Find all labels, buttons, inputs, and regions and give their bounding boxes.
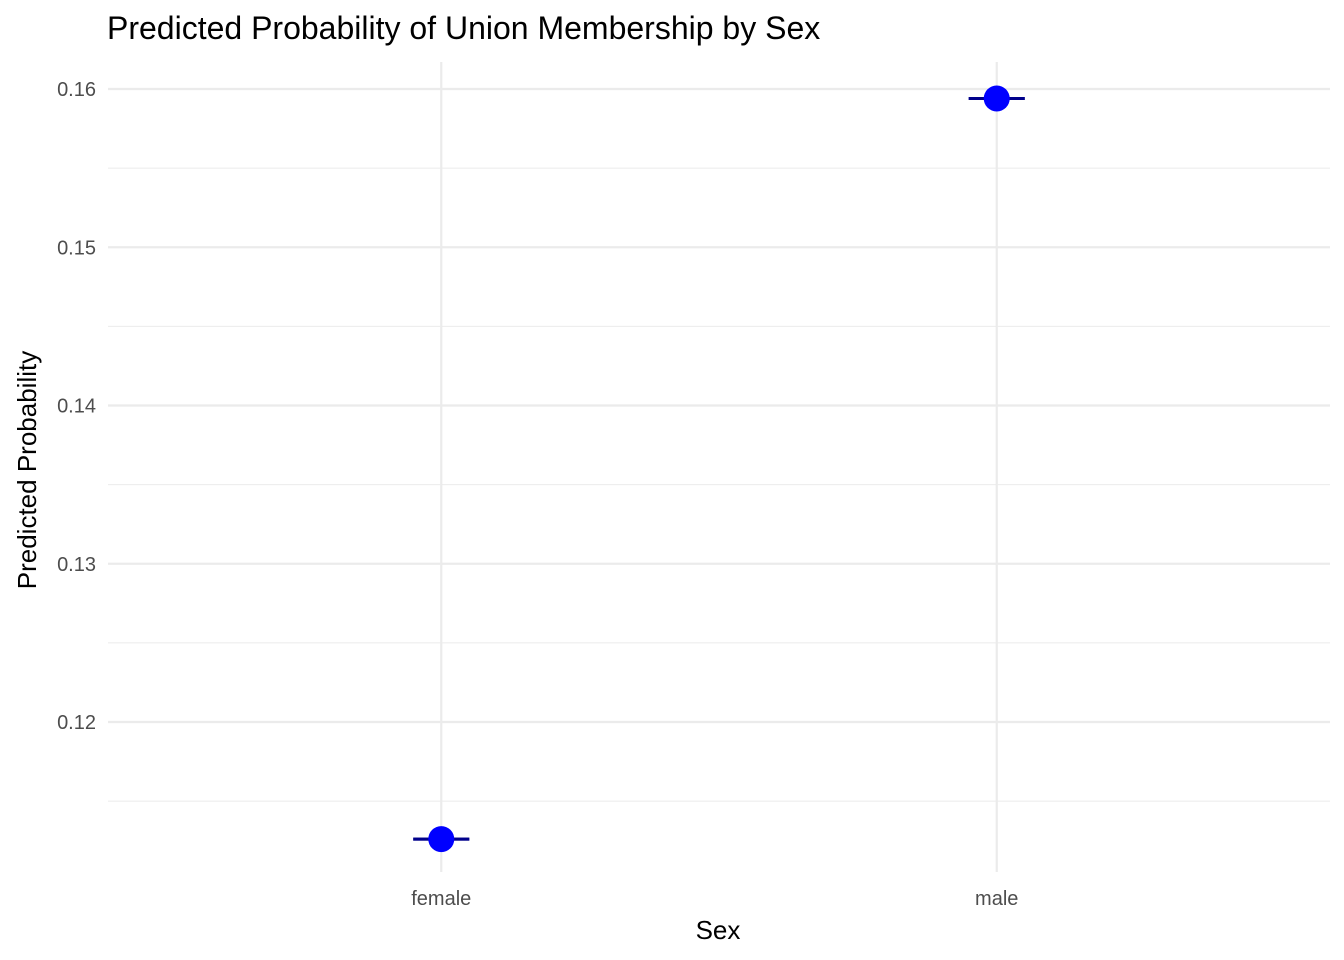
major-gridlines <box>108 62 1330 872</box>
chart-title: Predicted Probability of Union Membershi… <box>107 10 820 46</box>
data-point-male <box>983 85 1010 112</box>
x-axis-tick-labels: female male <box>411 888 1018 910</box>
data-point-female <box>428 826 455 853</box>
y-axis-tick-labels: 0.12 0.13 0.14 0.15 0.16 <box>57 79 96 734</box>
y-tick-label: 0.14 <box>57 396 96 418</box>
y-tick-label: 0.16 <box>57 79 96 101</box>
x-tick-label: male <box>975 888 1018 910</box>
y-tick-label: 0.15 <box>57 237 96 259</box>
y-tick-label: 0.13 <box>57 554 96 576</box>
error-bars <box>413 96 1025 841</box>
minor-gridlines <box>108 167 1330 802</box>
data-points <box>428 85 1010 853</box>
x-axis-title: Sex <box>696 915 741 945</box>
x-tick-label: female <box>411 888 471 910</box>
y-tick-label: 0.12 <box>57 712 96 734</box>
y-axis-title: Predicted Probability <box>12 351 42 589</box>
